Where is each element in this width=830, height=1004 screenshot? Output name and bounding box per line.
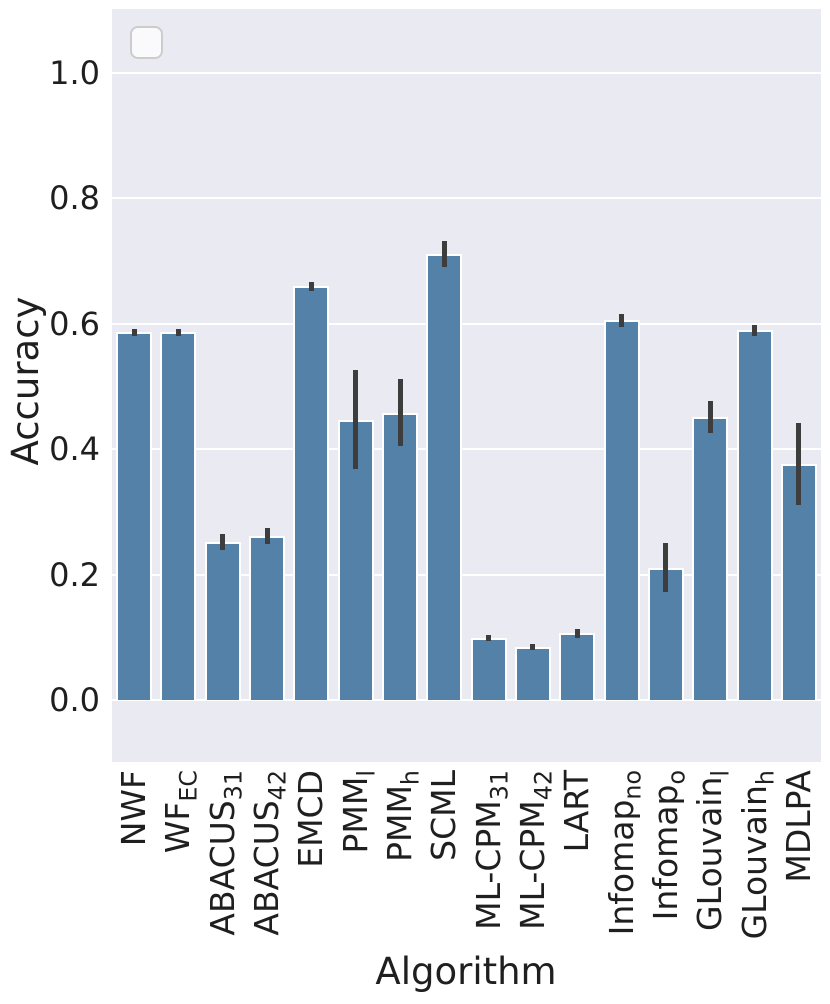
error-bar-pmml: [353, 369, 359, 470]
bar-abacus31: [204, 541, 241, 700]
bar-infomapno: [603, 320, 640, 700]
error-bar-lart: [574, 629, 580, 638]
gridline-y-0.2: [112, 573, 821, 576]
error-bar-abacus42: [264, 528, 270, 545]
gridline-y-0.0: [112, 699, 821, 701]
plot-area: [112, 9, 821, 762]
error-bar-ml-cpm31: [486, 634, 492, 641]
error-bar-infomapno: [619, 314, 625, 327]
gridline-y-0.8: [112, 197, 821, 199]
error-bar-emcd: [308, 282, 314, 291]
error-bar-mdlpa: [796, 423, 802, 505]
bar-emcd: [293, 286, 330, 700]
bar-glouvainh: [736, 330, 773, 700]
error-bar-glouvainh: [752, 324, 758, 337]
error-bar-nwf: [131, 328, 137, 337]
x-axis-title: Algorithm: [375, 950, 557, 993]
bar-abacus42: [249, 536, 286, 700]
bar-wfec: [160, 332, 197, 700]
bar-nwf: [116, 332, 153, 700]
gridline-y-0.6: [112, 322, 821, 325]
gridline-y-1.0: [112, 71, 821, 74]
y-tick-label-0.4: 0.4: [49, 430, 100, 468]
y-tick-label-0.0: 0.0: [49, 681, 100, 719]
error-bar-glouvainl: [707, 400, 713, 434]
bar-lart: [559, 633, 596, 700]
bar-ml-cpm42: [514, 646, 551, 700]
y-tick-label-0.6: 0.6: [49, 304, 100, 343]
error-bar-abacus31: [220, 533, 226, 551]
error-bar-scml: [441, 240, 447, 267]
x-tick-label-mdlpa: MDLPA: [778, 770, 818, 883]
error-bar-infomapo: [663, 543, 669, 593]
bar-ml-cpm31: [470, 637, 507, 700]
y-axis-title: Accuracy: [4, 296, 47, 466]
legend-box: [130, 26, 163, 59]
y-tick-label-0.8: 0.8: [49, 179, 100, 217]
bar-scml: [426, 253, 463, 700]
y-tick-label-1.0: 1.0: [49, 53, 100, 92]
bar-pmmh: [382, 412, 419, 700]
error-bar-wfec: [175, 328, 181, 337]
error-bar-pmmh: [397, 379, 403, 446]
error-bar-ml-cpm42: [530, 644, 536, 651]
gridline-y-0.4: [112, 448, 821, 450]
bar-glouvainl: [692, 416, 729, 700]
y-tick-label-0.2: 0.2: [49, 555, 100, 594]
